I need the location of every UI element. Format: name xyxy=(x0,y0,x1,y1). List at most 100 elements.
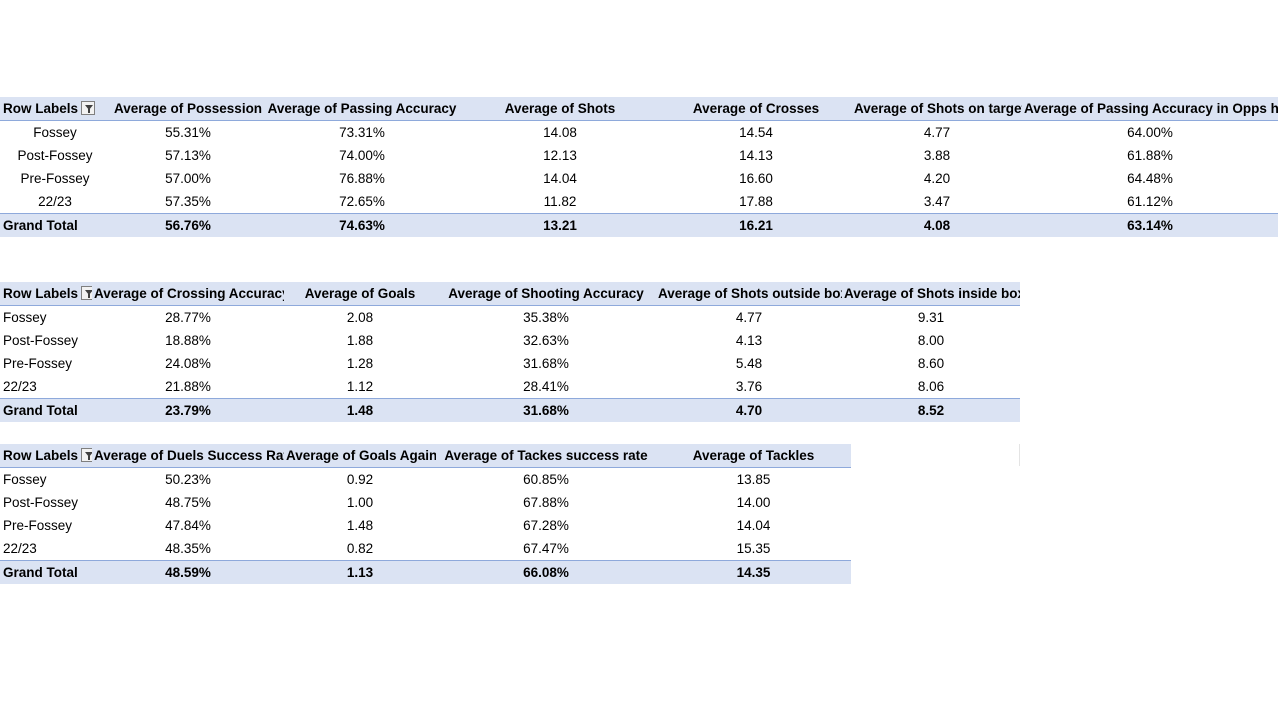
table-cell[interactable]: 14.13 xyxy=(739,148,773,163)
table-cell[interactable]: 3.76 xyxy=(735,379,763,394)
total-cell[interactable]: 56.76% xyxy=(165,218,211,233)
table-cell[interactable]: 31.68% xyxy=(523,356,569,371)
column-header[interactable]: Average of Shots on target xyxy=(854,101,1022,116)
table-cell[interactable]: 8.60 xyxy=(917,356,945,371)
column-header[interactable]: Average of Goals Against xyxy=(286,448,436,463)
table-cell[interactable]: 4.20 xyxy=(923,171,951,186)
table-cell[interactable]: 18.88% xyxy=(165,333,211,348)
table-cell[interactable]: 3.47 xyxy=(923,194,951,209)
row-label[interactable]: Pre-Fossey xyxy=(3,356,73,371)
table-cell[interactable]: 61.88% xyxy=(1127,148,1173,163)
table-cell[interactable]: 74.00% xyxy=(339,148,385,163)
table-cell[interactable]: 1.48 xyxy=(346,518,374,533)
table-cell[interactable]: 73.31% xyxy=(339,125,385,140)
table-cell[interactable]: 3.88 xyxy=(923,148,951,163)
column-header[interactable]: Average of Possession xyxy=(114,101,263,116)
table-cell[interactable]: 35.38% xyxy=(523,310,569,325)
grand-total-label[interactable]: Grand Total xyxy=(3,218,78,233)
table-cell[interactable]: 8.00 xyxy=(917,333,945,348)
table-cell[interactable]: 14.00 xyxy=(736,495,771,510)
column-header[interactable]: Average of Duels Success Rate xyxy=(94,448,284,463)
table-cell[interactable]: 61.12% xyxy=(1127,194,1173,209)
table-cell[interactable]: 11.82 xyxy=(543,194,577,209)
table-cell[interactable]: 13.85 xyxy=(736,472,771,487)
grand-total-label[interactable]: Grand Total xyxy=(3,565,78,580)
row-label[interactable]: 22/23 xyxy=(3,379,37,394)
table-cell[interactable]: 14.54 xyxy=(739,125,773,140)
table-cell[interactable]: 64.48% xyxy=(1127,171,1173,186)
table-cell[interactable]: 1.12 xyxy=(346,379,374,394)
column-header[interactable]: Average of Crosses xyxy=(692,101,820,116)
row-label[interactable]: Post-Fossey xyxy=(3,333,79,348)
table-cell[interactable]: 0.92 xyxy=(346,472,374,487)
table-cell[interactable]: 67.88% xyxy=(523,495,569,510)
column-header[interactable]: Average of Tackes success rate xyxy=(444,448,648,463)
filter-dropdown-icon[interactable] xyxy=(81,448,92,462)
table-cell[interactable]: 57.13% xyxy=(165,148,211,163)
table-cell[interactable]: 57.35% xyxy=(165,194,211,209)
row-label[interactable]: Pre-Fossey xyxy=(20,171,90,186)
table-cell[interactable]: 14.04 xyxy=(736,518,771,533)
total-cell[interactable]: 8.52 xyxy=(917,403,945,418)
column-header[interactable]: Average of Passing Accuracy in Opps half xyxy=(1024,101,1278,116)
table-cell[interactable]: 16.60 xyxy=(739,171,773,186)
table-cell[interactable]: 1.88 xyxy=(346,333,374,348)
table-cell[interactable]: 55.31% xyxy=(165,125,211,140)
column-header[interactable]: Average of Shots inside box xyxy=(844,286,1020,301)
table-cell[interactable]: 2.08 xyxy=(346,310,374,325)
table-cell[interactable]: 8.06 xyxy=(917,379,945,394)
table-cell[interactable]: 47.84% xyxy=(165,518,211,533)
column-header[interactable]: Average of Passing Accuracy xyxy=(267,101,457,116)
table-cell[interactable]: 5.48 xyxy=(735,356,763,371)
column-header[interactable]: Average of Goals xyxy=(304,286,416,301)
table-cell[interactable]: 50.23% xyxy=(165,472,211,487)
total-cell[interactable]: 1.13 xyxy=(346,565,374,580)
row-label[interactable]: Post-Fossey xyxy=(17,148,93,163)
row-label[interactable]: 22/23 xyxy=(3,541,37,556)
row-label[interactable]: Fossey xyxy=(3,472,47,487)
table-cell[interactable]: 17.88 xyxy=(739,194,773,209)
total-cell[interactable]: 48.59% xyxy=(165,565,211,580)
filter-dropdown-icon[interactable] xyxy=(81,286,92,300)
table-cell[interactable]: 24.08% xyxy=(165,356,211,371)
table-cell[interactable]: 28.41% xyxy=(523,379,569,394)
table-cell[interactable]: 64.00% xyxy=(1127,125,1173,140)
total-cell[interactable]: 74.63% xyxy=(339,218,385,233)
table-cell[interactable]: 0.82 xyxy=(346,541,374,556)
total-cell[interactable]: 4.08 xyxy=(923,218,951,233)
column-header[interactable]: Average of Shooting Accuracy xyxy=(448,286,644,301)
table-cell[interactable]: 1.28 xyxy=(346,356,374,371)
table-cell[interactable]: 4.77 xyxy=(735,310,763,325)
row-label[interactable]: Fossey xyxy=(3,310,47,325)
column-header[interactable]: Average of Tackles xyxy=(692,448,815,463)
row-label[interactable]: Post-Fossey xyxy=(3,495,79,510)
column-header[interactable]: Average of Crossing Accuracy xyxy=(94,286,284,301)
table-cell[interactable]: 14.04 xyxy=(543,171,577,186)
total-cell[interactable]: 4.70 xyxy=(735,403,763,418)
row-label[interactable]: Fossey xyxy=(33,125,77,140)
column-header[interactable]: Average of Shots xyxy=(504,101,616,116)
table-cell[interactable]: 28.77% xyxy=(165,310,211,325)
table-cell[interactable]: 4.77 xyxy=(923,125,951,140)
table-cell[interactable]: 12.13 xyxy=(543,148,577,163)
total-cell[interactable]: 14.35 xyxy=(736,565,771,580)
table-cell[interactable]: 57.00% xyxy=(165,171,211,186)
table-cell[interactable]: 72.65% xyxy=(339,194,385,209)
table-cell[interactable]: 32.63% xyxy=(523,333,569,348)
total-cell[interactable]: 23.79% xyxy=(165,403,211,418)
table-cell[interactable]: 60.85% xyxy=(523,472,569,487)
table-cell[interactable]: 1.00 xyxy=(346,495,374,510)
total-cell[interactable]: 13.21 xyxy=(543,218,577,233)
table-cell[interactable]: 67.28% xyxy=(523,518,569,533)
row-label[interactable]: 22/23 xyxy=(38,194,72,209)
table-cell[interactable]: 14.08 xyxy=(543,125,577,140)
total-cell[interactable]: 31.68% xyxy=(523,403,569,418)
filter-dropdown-icon[interactable] xyxy=(81,101,96,115)
total-cell[interactable]: 63.14% xyxy=(1127,218,1173,233)
total-cell[interactable]: 1.48 xyxy=(346,403,374,418)
table-cell[interactable]: 4.13 xyxy=(735,333,763,348)
total-cell[interactable]: 16.21 xyxy=(739,218,773,233)
total-cell[interactable]: 66.08% xyxy=(523,565,569,580)
table-cell[interactable]: 48.35% xyxy=(165,541,211,556)
table-cell[interactable]: 67.47% xyxy=(523,541,569,556)
